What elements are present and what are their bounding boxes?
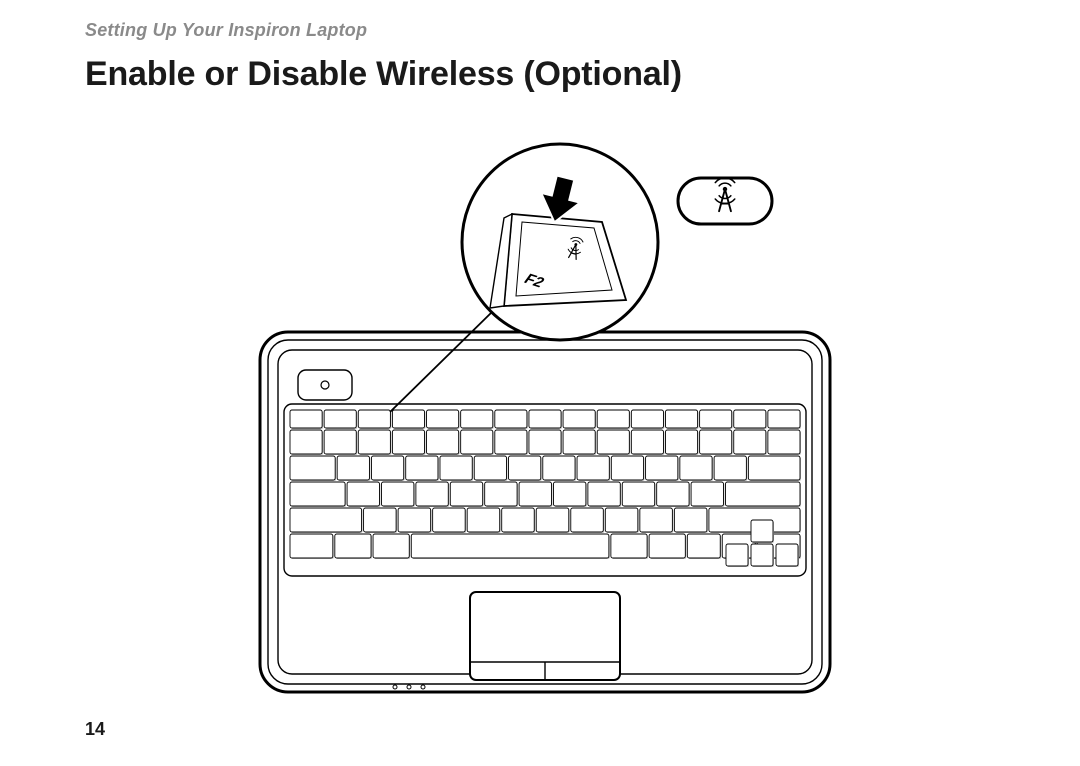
page-number: 14 [85, 719, 105, 740]
laptop-diagram: F2 [180, 122, 900, 712]
page-title: Enable or Disable Wireless (Optional) [85, 55, 995, 94]
breadcrumb: Setting Up Your Inspiron Laptop [85, 20, 995, 41]
figure-container: F2 [85, 122, 995, 712]
